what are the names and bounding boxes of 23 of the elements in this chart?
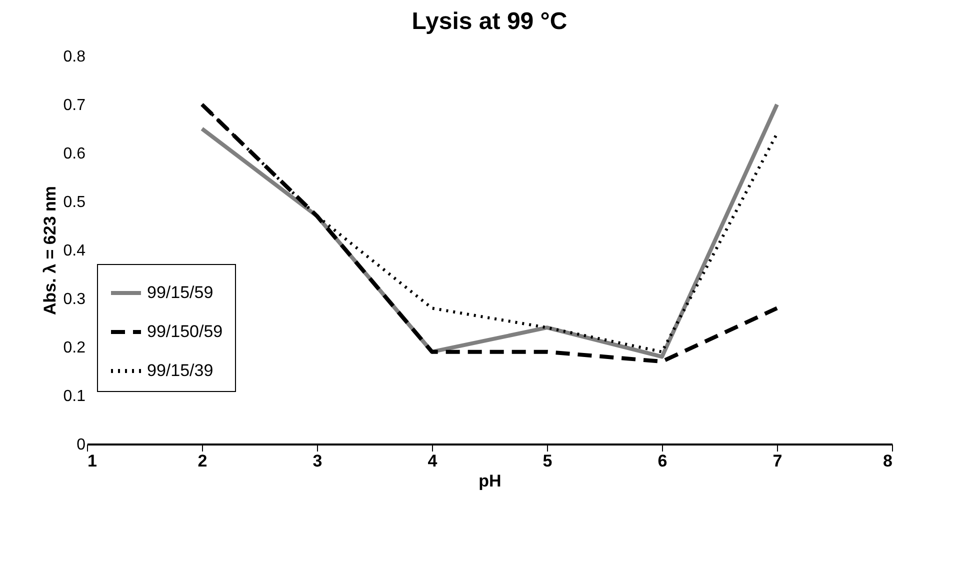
y-tick-label: 0.2	[63, 340, 86, 356]
x-tick-label: 4	[428, 452, 438, 470]
y-tick-label: 0.6	[63, 146, 86, 162]
x-tick-label: 3	[312, 452, 322, 470]
x-tick-label: 2	[198, 452, 208, 470]
x-axis-title: pH	[478, 472, 502, 490]
legend-label: 99/15/39	[147, 361, 214, 380]
y-tick-label: 0.3	[63, 291, 86, 308]
x-tick-label: 7	[772, 452, 782, 470]
x-tick-label: 6	[658, 452, 668, 470]
y-axis-title: Abs. λ = 623 nm	[40, 186, 60, 315]
x-tick-label: 1	[88, 452, 97, 470]
y-tick-label: 0.4	[63, 242, 86, 260]
y-tick-label: 0	[76, 436, 86, 454]
y-tick-label: 0.8	[63, 48, 86, 66]
y-tick-label: 0.7	[63, 97, 86, 114]
x-tick-label: 8	[883, 452, 892, 470]
chart-title: Lysis at 99 °C	[412, 8, 568, 35]
legend-label: 99/150/59	[147, 322, 223, 341]
x-tick-label: 5	[542, 452, 552, 470]
y-tick-label: 0.1	[63, 388, 86, 405]
legend-label: 99/15/59	[147, 283, 214, 302]
y-tick-label: 0.5	[63, 194, 86, 211]
